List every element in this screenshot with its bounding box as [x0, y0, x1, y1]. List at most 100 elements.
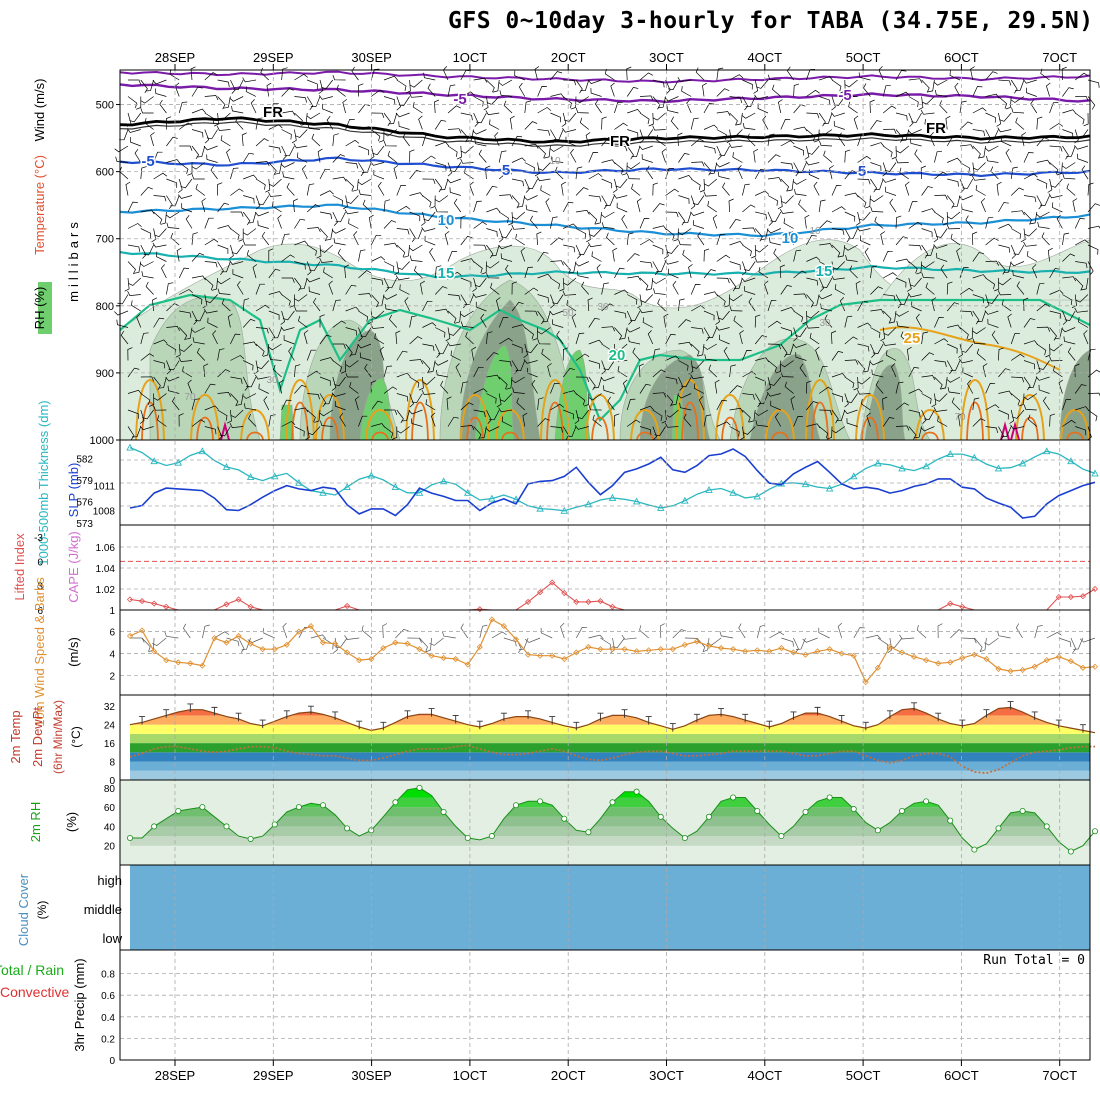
wind-barb	[424, 235, 436, 246]
lifted-index-point	[223, 601, 230, 608]
wind-barb	[831, 393, 844, 402]
temp-band	[130, 724, 1090, 734]
wind-barb	[780, 306, 795, 312]
wind-barb	[319, 190, 334, 196]
wind-barb	[857, 155, 872, 163]
temp-minmax-bar	[621, 709, 628, 718]
wind-barb	[345, 343, 353, 358]
wind-barb	[142, 409, 154, 420]
wind-barb	[233, 79, 244, 91]
wind-barb	[204, 95, 219, 101]
wind-barb	[793, 145, 804, 156]
wind-barb	[399, 284, 410, 295]
wind10m-barb	[916, 625, 927, 639]
wind-barb	[396, 409, 404, 424]
wind-barb	[575, 96, 590, 104]
wind10m-tick: 4	[109, 650, 115, 661]
wind-barb	[230, 188, 244, 196]
wind-barb	[729, 305, 743, 312]
wind10m-point	[319, 639, 327, 646]
wind-barb	[656, 261, 666, 272]
wind-barb	[766, 391, 781, 397]
wind-barb	[769, 237, 781, 246]
wind-barb	[895, 381, 904, 394]
lifted-index-point	[573, 598, 580, 605]
wind-barb	[196, 145, 206, 158]
wind-barb	[187, 379, 193, 394]
wind-barb	[542, 310, 551, 323]
wind-barb	[716, 88, 730, 97]
wind-barb	[601, 195, 608, 210]
wind-barb	[997, 127, 1012, 133]
wind-barb	[962, 178, 974, 189]
wind-barb	[741, 261, 747, 276]
wind-barb	[652, 426, 658, 441]
wind-barb	[799, 363, 807, 378]
wind-barb	[767, 320, 782, 328]
thickness-point	[656, 503, 665, 511]
wind-barb	[255, 195, 261, 210]
wind10m-barb	[361, 625, 372, 639]
temp-minmax-bar	[476, 720, 483, 730]
wind-barb	[317, 148, 323, 163]
wind-barb	[780, 140, 795, 147]
wind-barb	[194, 310, 206, 322]
wind10m-point	[163, 657, 170, 664]
wind-barb	[596, 264, 602, 279]
rh-band	[130, 826, 1090, 837]
temp-minmax-bar	[718, 708, 725, 717]
wind-barb	[498, 316, 509, 328]
isotherm-30-4	[321, 416, 339, 441]
wind10m-point	[923, 657, 930, 664]
wind-barb	[534, 162, 540, 177]
wind-barb	[755, 211, 767, 220]
wind-barb	[368, 214, 374, 229]
wind-barb	[434, 178, 443, 193]
wind-barb	[503, 100, 513, 114]
wind-barb	[140, 166, 147, 180]
axis-label-lifted: Lifted Index	[12, 533, 27, 601]
wind10m-point	[1067, 658, 1074, 665]
wind-barb	[934, 376, 943, 390]
wind-barb	[972, 294, 984, 304]
wind-barb	[933, 79, 948, 86]
wind-barb	[639, 261, 653, 268]
wind-barb	[351, 66, 359, 81]
wind-barb	[652, 203, 665, 213]
wind-barb	[870, 327, 881, 338]
temp-minmax-bar	[211, 706, 218, 716]
wind-barb	[1011, 210, 1025, 216]
wind10m-barb	[980, 637, 987, 652]
wind-barb	[958, 343, 963, 358]
wind-barb	[882, 396, 888, 411]
rh-point	[344, 825, 351, 832]
wind-barb	[422, 195, 432, 208]
temp-tick: 0	[109, 776, 115, 787]
wind-barb	[358, 270, 372, 279]
wind-barb	[553, 129, 564, 140]
wind10m-point	[295, 628, 302, 635]
rh-point	[127, 834, 134, 841]
contour-label: 10	[782, 230, 799, 247]
wind-barb	[588, 211, 598, 225]
wind-barb	[586, 228, 591, 243]
cloud-tick: middle	[84, 902, 122, 917]
wind-barb	[818, 199, 826, 213]
wind-barb	[832, 261, 846, 270]
temp-tick: 8	[109, 758, 115, 769]
rh-point	[513, 802, 520, 809]
wind-barb	[588, 360, 601, 369]
wind-barb	[587, 297, 593, 312]
wind-barb	[229, 423, 244, 428]
thickness-point	[174, 458, 183, 466]
wind-barb	[268, 343, 282, 351]
wind-barb	[268, 191, 282, 197]
wind-barb	[1005, 148, 1012, 163]
thickness-point	[584, 500, 593, 508]
wind-barb	[614, 310, 627, 319]
wind-barb	[187, 162, 193, 176]
wind-barb	[691, 360, 705, 369]
wind-barb	[204, 72, 218, 81]
wind-barb	[809, 332, 820, 345]
lifted-index-point	[476, 606, 483, 613]
